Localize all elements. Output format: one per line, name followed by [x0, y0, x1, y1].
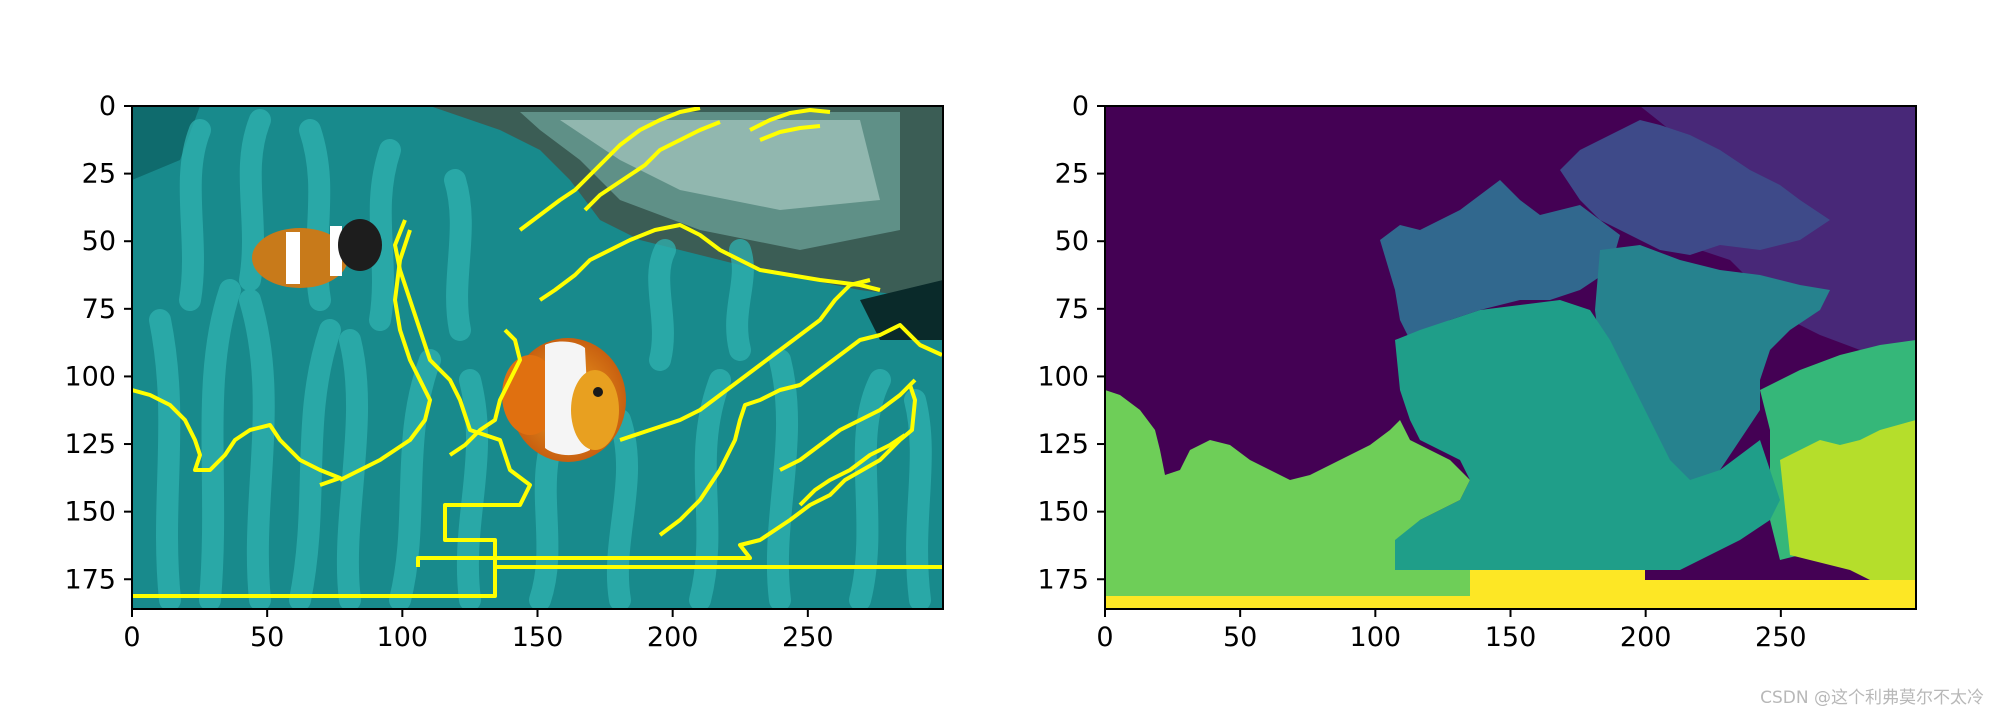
x-tick-label: 100 [1350, 622, 1402, 653]
x-tick-label: 200 [647, 622, 699, 653]
x-tick-label: 150 [1485, 622, 1537, 653]
segment-3 [1380, 180, 1620, 340]
tick-group: 0 50 100 150 200 250 0 25 50 75 100 125 150 175 [1037, 91, 1806, 653]
photo-content [132, 106, 943, 609]
x-tick-label: 150 [512, 622, 564, 653]
x-tick-label: 200 [1620, 622, 1672, 653]
x-tick-label: 100 [377, 622, 429, 653]
y-tick-label: 100 [1037, 361, 1089, 392]
y-tick-label: 0 [1072, 91, 1089, 122]
segment-5 [1395, 300, 1790, 570]
segment-8 [1780, 420, 1916, 580]
x-tick-label: 50 [1223, 622, 1257, 653]
main-clownfish [502, 338, 626, 462]
y-tick-label: 175 [64, 564, 116, 595]
tick-group: 0 50 100 150 200 250 0 25 50 75 100 125 150 175 [64, 91, 833, 653]
y-tick-label: 25 [82, 159, 116, 190]
y-tick-label: 75 [1055, 294, 1089, 325]
x-tick-label: 250 [1755, 622, 1807, 653]
y-tick-label: 125 [1037, 429, 1089, 460]
y-tick-label: 0 [99, 91, 116, 122]
y-tick-label: 50 [1055, 226, 1089, 257]
x-tick-label: 250 [782, 622, 834, 653]
y-tick-label: 150 [64, 497, 116, 528]
x-tick-label: 0 [1096, 622, 1113, 653]
y-tick-label: 125 [64, 429, 116, 460]
segments [1105, 106, 1916, 609]
y-tick-label: 50 [82, 226, 116, 257]
y-tick-label: 175 [1037, 564, 1089, 595]
y-tick-label: 100 [64, 361, 116, 392]
x-tick-label: 50 [250, 622, 284, 653]
boundary-lines [132, 106, 943, 598]
x-tick-label: 0 [123, 622, 140, 653]
y-tick-label: 150 [1037, 497, 1089, 528]
segmentation-label-map: 0 50 100 150 200 250 0 25 50 75 100 125 150 175 [1037, 91, 1917, 653]
y-tick-label: 25 [1055, 159, 1089, 190]
segment-7 [1105, 390, 1470, 596]
small-clownfish [252, 219, 382, 288]
segment-9 [1105, 570, 1916, 609]
y-tick-label: 75 [82, 294, 116, 325]
segment-2 [1560, 120, 1830, 255]
segmentation-boundary-image: 0 50 100 150 200 250 0 25 50 75 100 125 150 175 [64, 91, 944, 653]
watermark: CSDN @这个利弗莫尔不太冷 [1760, 688, 1984, 708]
